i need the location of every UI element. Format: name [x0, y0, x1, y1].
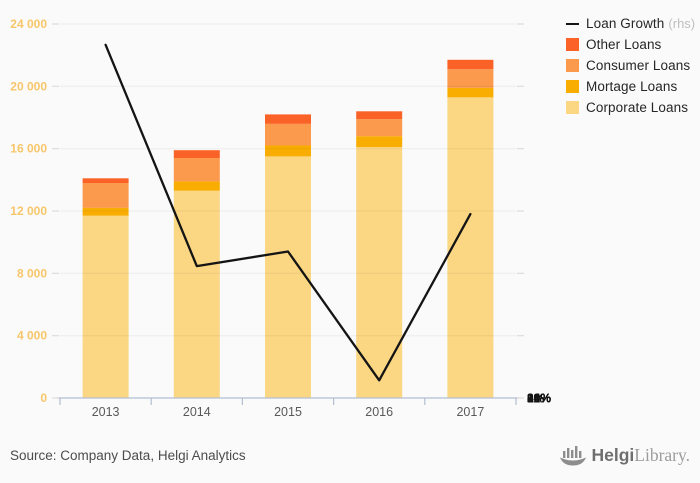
legend-item-mortage-loans: Mortage Loans [566, 76, 695, 97]
bar-segment [82, 207, 129, 216]
bar-segment [447, 59, 494, 70]
bar-segment [173, 190, 220, 398]
right-axis-tick-label: 18% [527, 391, 551, 405]
color-swatch-icon [566, 59, 579, 72]
right-axis-tick-label: 30% [527, 391, 551, 405]
legend-label: Mortage Loans [586, 79, 678, 94]
color-swatch-icon [566, 80, 579, 93]
line-swatch-icon [566, 17, 579, 30]
bar-segment [356, 147, 403, 398]
x-axis-category-label: 2017 [456, 405, 484, 419]
left-axis-tick-label: 8 000 [17, 266, 47, 280]
right-axis-tick-label: 24% [527, 391, 551, 405]
legend-item-consumer-loans: Consumer Loans [566, 55, 695, 76]
bar-segment [173, 158, 220, 182]
x-axis-category-label: 2015 [274, 405, 302, 419]
legend-label: Consumer Loans [586, 58, 691, 73]
left-axis-tick-label: 16 000 [10, 142, 47, 156]
logo-text-library: Library. [634, 444, 690, 465]
right-axis-tick-label: 36% [527, 391, 551, 405]
viking-ship-icon [560, 446, 587, 466]
legend-label: Loan Growth [586, 16, 665, 31]
chart-legend: Loan Growth (rhs) Other Loans Consumer L… [566, 13, 695, 118]
bar-segment [82, 215, 129, 398]
source-note: Source: Company Data, Helgi Analytics [10, 448, 246, 463]
left-axis-tick-label: 0 [40, 391, 47, 405]
logo-text: HelgiLibrary. [591, 445, 690, 466]
bar-segment [356, 119, 403, 137]
left-axis-tick-label: 20 000 [10, 79, 47, 93]
right-axis-tick-label: 6% [527, 391, 545, 405]
bar-segment [265, 123, 311, 146]
helgi-library-logo: HelgiLibrary. [560, 444, 690, 466]
legend-item-other-loans: Other Loans [566, 34, 695, 55]
color-swatch-icon [566, 38, 579, 51]
left-axis-tick-label: 24 000 [10, 17, 47, 31]
bar-segment [265, 145, 311, 157]
chart-canvas: 0 4 000 8 000 12 000 16 000 20 000 24 000 0%6%1… [10, 17, 551, 419]
bar-segment [356, 111, 403, 120]
right-axis-tick-label: 12% [527, 391, 551, 405]
left-axis-tick-label: 12 000 [10, 204, 47, 218]
legend-label: Corporate Loans [586, 100, 689, 115]
bar-segment [447, 87, 494, 98]
color-swatch-icon [566, 101, 579, 114]
bar-segment [173, 181, 220, 191]
bar-segment [173, 150, 220, 158]
bar-segment [265, 114, 311, 124]
right-axis-tick-label: 0% [527, 392, 545, 406]
bar-segment [265, 156, 311, 398]
bar-segment [447, 69, 494, 88]
x-axis-category-label: 2016 [365, 405, 393, 419]
bar-segment [356, 136, 403, 148]
legend-item-corporate-loans: Corporate Loans [566, 97, 695, 118]
loan-growth-line [104, 43, 472, 382]
x-axis-category-label: 2013 [92, 405, 120, 419]
legend-item-loan-growth: Loan Growth (rhs) [566, 13, 695, 34]
bar-segment [82, 183, 129, 208]
legend-label: Other Loans [586, 37, 662, 52]
bar-segment [82, 178, 129, 183]
legend-suffix-rhs: (rhs) [668, 16, 696, 31]
logo-text-helgi: Helgi [591, 444, 635, 465]
x-axis-category-label: 2014 [183, 405, 211, 419]
bar-segment [447, 97, 494, 398]
left-axis-tick-label: 4 000 [17, 329, 47, 343]
